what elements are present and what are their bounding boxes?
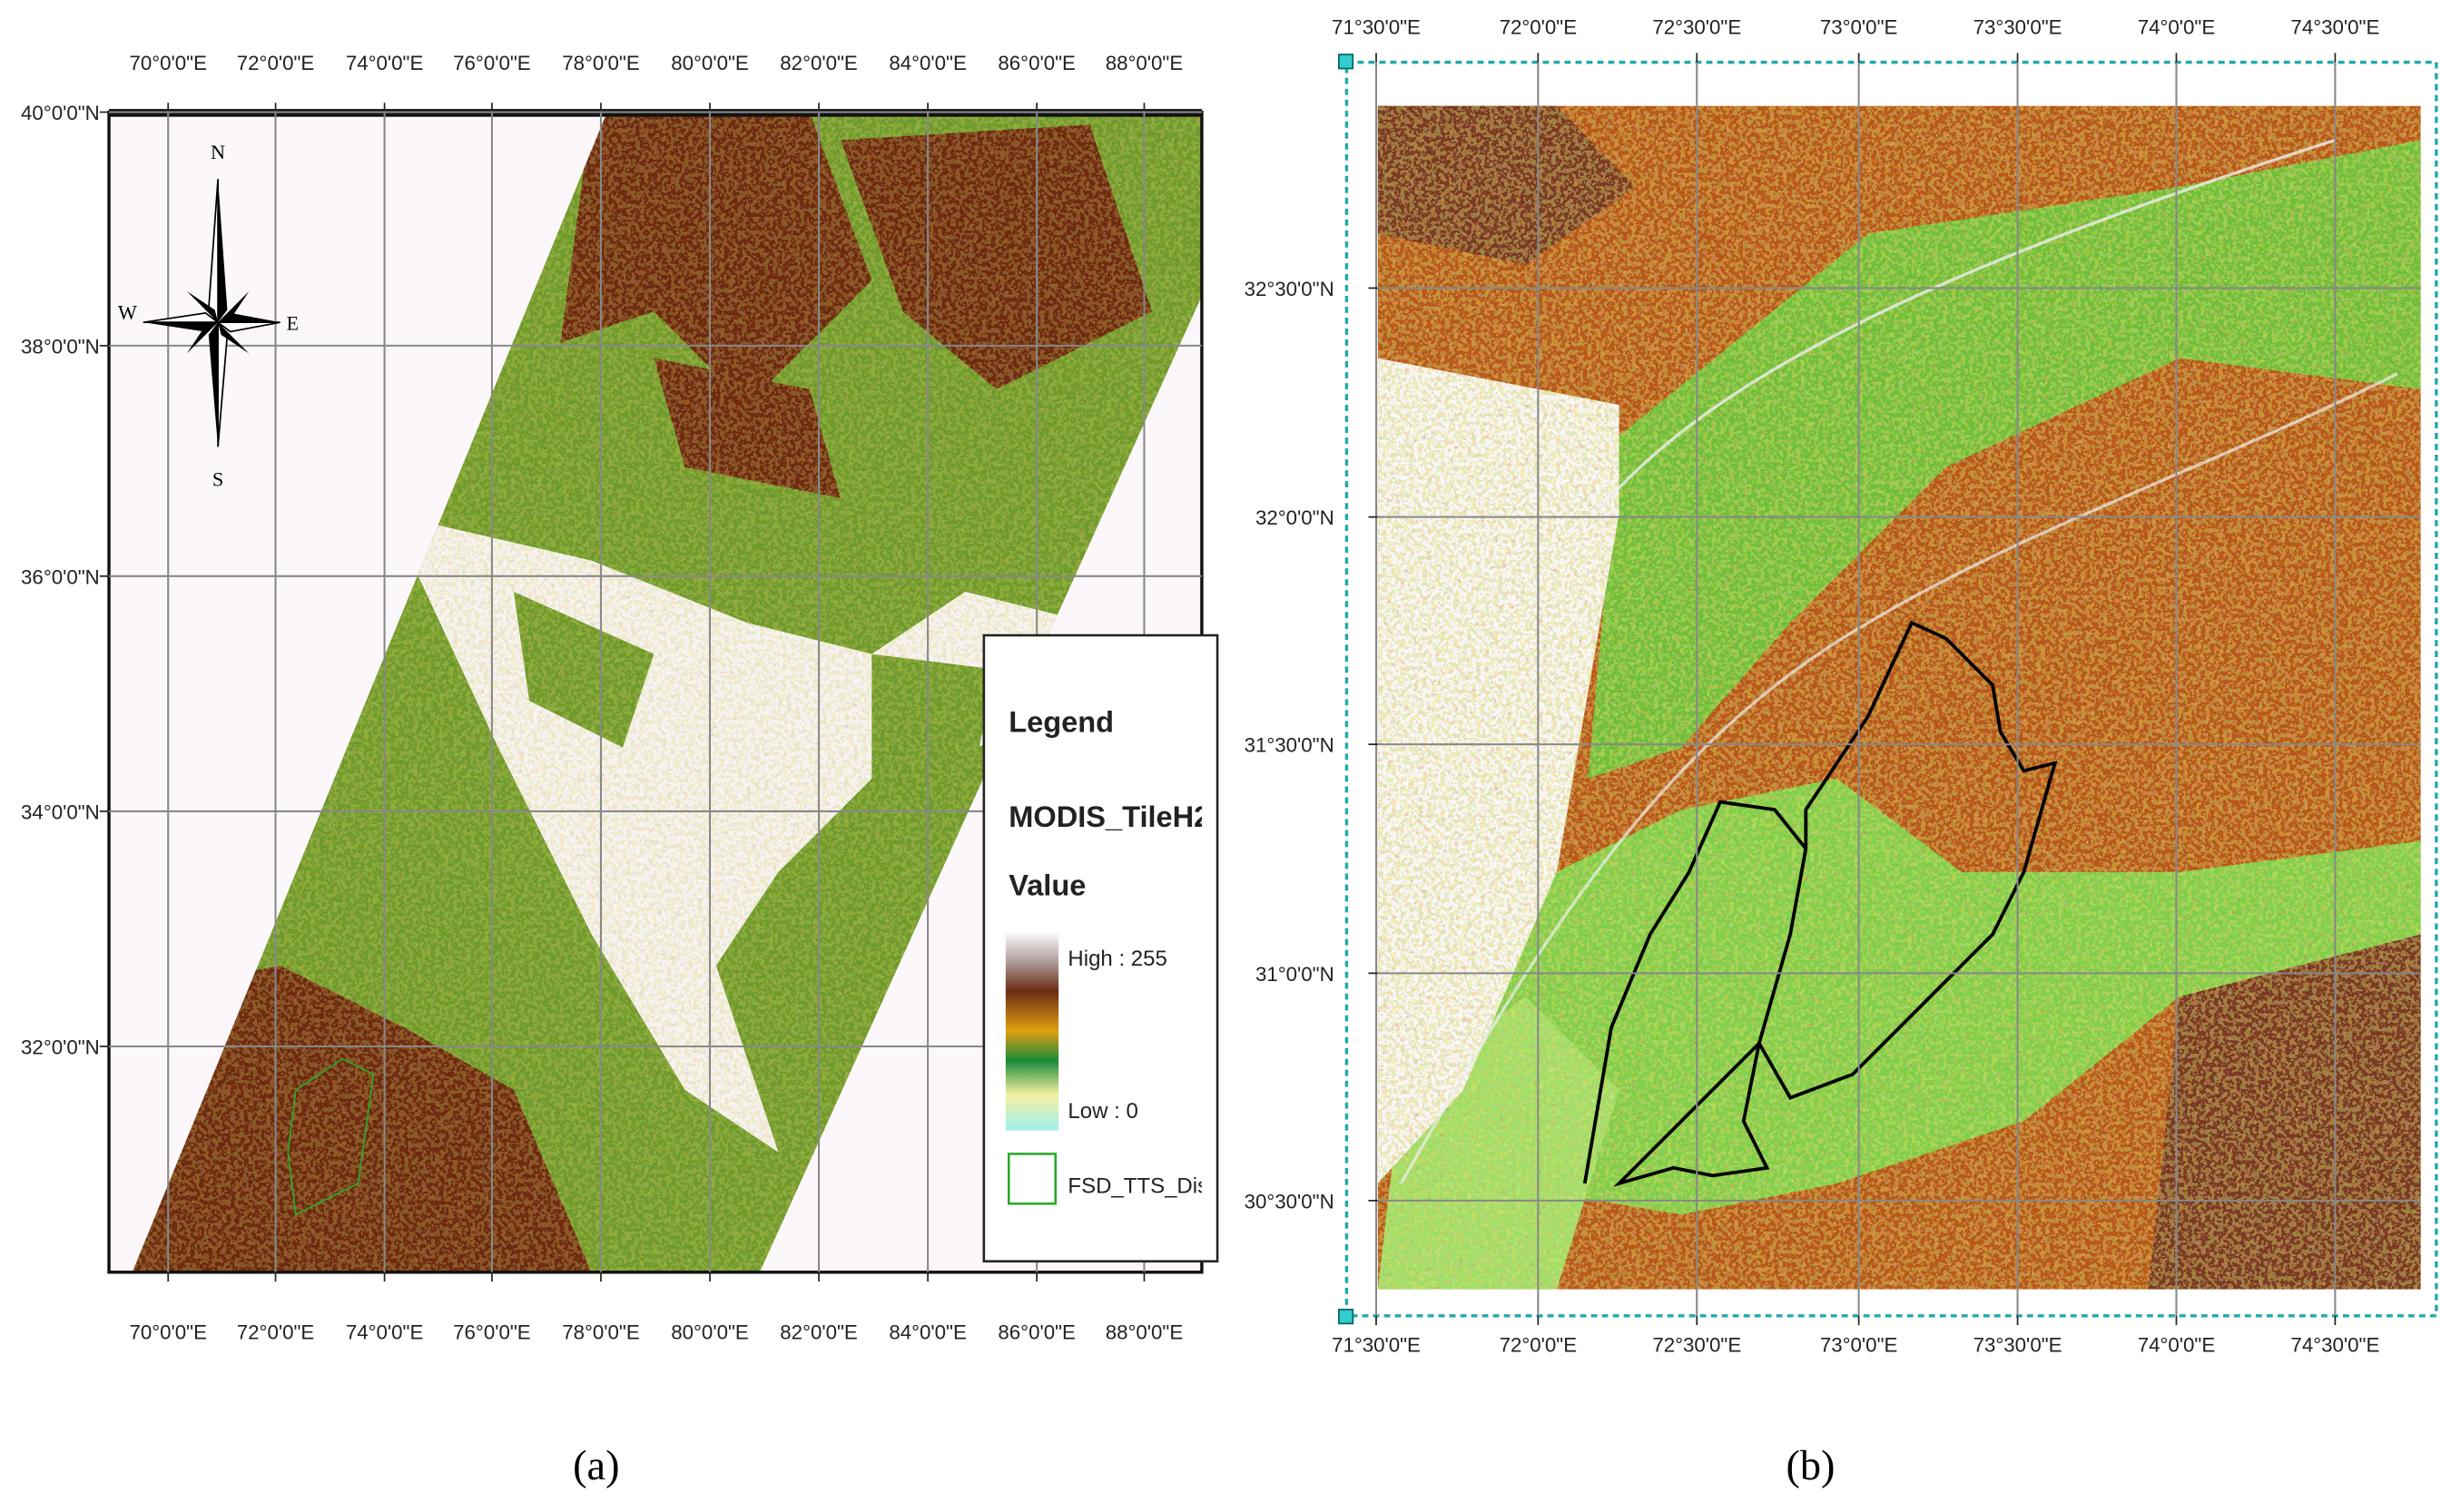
x-tick-label: 88°0'0"E xyxy=(1106,52,1183,74)
legend: Legend MODIS_TileH24V0 Value High : 255 … xyxy=(982,633,1263,1263)
x-tick-label: 84°0'0"E xyxy=(889,1321,966,1344)
x-tick-label: 78°0'0"E xyxy=(562,1321,639,1344)
x-tick-label: 72°0'0"E xyxy=(237,52,314,74)
graticule: 71°30'0"E 71°30'0"E 72°0'0"E 72°0'0"E 72°30'… xyxy=(1245,16,2421,1356)
y-tick-label: 31°30'0"N xyxy=(1245,734,1334,757)
legend-boundary: FSD_TTS_Distri xyxy=(1068,1173,1226,1198)
legend-field: Value xyxy=(1009,869,1086,902)
x-tick-label: 74°30'0"E xyxy=(2290,16,2379,39)
x-tick-label: 74°0'0"E xyxy=(346,1321,423,1344)
x-tick-label: 74°30'0"E xyxy=(2290,1333,2379,1356)
x-tick-label: 80°0'0"E xyxy=(671,52,748,74)
x-tick-label: 72°0'0"E xyxy=(1500,1333,1577,1356)
y-tick-label: 30°30'0"N xyxy=(1245,1190,1334,1213)
x-tick-label: 76°0'0"E xyxy=(453,52,530,74)
compass-n: N xyxy=(211,141,225,163)
legend-clip: Legend MODIS_TileH24V0 Value High : 255 … xyxy=(1005,704,1263,1205)
y-tick-label: 32°30'0"N xyxy=(1245,278,1334,300)
raster xyxy=(1377,105,2421,1290)
x-tick-label: 84°0'0"E xyxy=(889,52,966,74)
x-tick-label: 72°0'0"E xyxy=(237,1321,314,1344)
x-tick-label: 70°0'0"E xyxy=(129,1321,206,1344)
panel-a: 70°0'0"E 70°0'0"E 72°0'0"E 72°0'0"E 74°0'0"E… xyxy=(21,52,1263,1489)
district-boundary xyxy=(1582,620,2058,1187)
x-tick-label: 70°0'0"E xyxy=(129,52,206,74)
y-tick-label: 36°0'0"N xyxy=(21,565,100,588)
x-tick-label: 82°0'0"E xyxy=(780,1321,857,1344)
x-tick-label: 72°30'0"E xyxy=(1652,1333,1741,1356)
x-tick-label: 72°0'0"E xyxy=(1500,16,1577,39)
x-tick-label: 86°0'0"E xyxy=(998,1321,1075,1344)
compass-w: W xyxy=(118,301,137,324)
x-tick-label: 88°0'0"E xyxy=(1106,1321,1183,1344)
north-arrow: N S W E xyxy=(118,141,299,490)
y-tick-label: 34°0'0"N xyxy=(21,800,100,823)
x-tick-label: 76°0'0"E xyxy=(453,1321,530,1344)
x-tick-label: 82°0'0"E xyxy=(780,52,857,74)
x-tick-label: 73°0'0"E xyxy=(1820,16,1897,39)
x-tick-label: 71°30'0"E xyxy=(1332,16,1421,39)
y-tick-label: 32°0'0"N xyxy=(21,1036,100,1059)
x-tick-label: 73°30'0"E xyxy=(1973,16,2062,39)
legend-layer: MODIS_TileH24V0 xyxy=(1009,800,1263,833)
x-tick-label: 72°30'0"E xyxy=(1652,16,1741,39)
panel-b: 71°30'0"E 71°30'0"E 72°0'0"E 72°0'0"E 72°30'… xyxy=(1245,16,2438,1489)
legend-high: High : 255 xyxy=(1068,947,1166,971)
x-tick-label: 73°30'0"E xyxy=(1973,1333,2062,1356)
legend-title: Legend xyxy=(1009,704,1114,738)
x-tick-label: 80°0'0"E xyxy=(671,1321,748,1344)
panel-label: (a) xyxy=(573,1443,619,1489)
legend-low: Low : 0 xyxy=(1068,1099,1137,1124)
x-tick-label: 71°30'0"E xyxy=(1332,1333,1421,1356)
x-tick-label: 78°0'0"E xyxy=(562,52,639,74)
x-tick-label: 74°0'0"E xyxy=(2138,1333,2215,1356)
y-tick-label: 38°0'0"N xyxy=(21,335,100,358)
x-tick-label: 74°0'0"E xyxy=(2138,16,2215,39)
x-tick-label: 74°0'0"E xyxy=(346,52,423,74)
x-tick-label: 73°0'0"E xyxy=(1820,1333,1897,1356)
panel-label: (b) xyxy=(1786,1443,1835,1489)
x-tick-label: 86°0'0"E xyxy=(998,52,1075,74)
y-tick-label: 31°0'0"N xyxy=(1255,963,1334,986)
compass-e: E xyxy=(287,312,300,335)
y-tick-label: 32°0'0"N xyxy=(1255,506,1334,529)
y-tick-label: 40°0'0"N xyxy=(21,102,100,124)
compass-s: S xyxy=(212,467,223,490)
